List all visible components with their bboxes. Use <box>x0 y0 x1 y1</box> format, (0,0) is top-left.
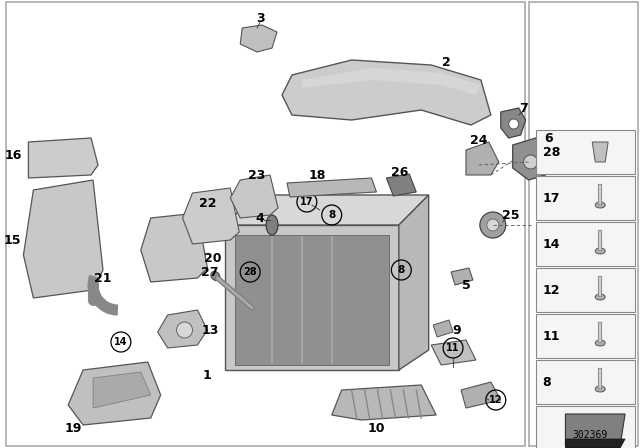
Text: 19: 19 <box>65 422 82 435</box>
Text: 25: 25 <box>502 208 520 221</box>
Polygon shape <box>68 362 161 425</box>
Text: 26: 26 <box>390 165 408 178</box>
Text: 12: 12 <box>489 395 502 405</box>
Text: 17: 17 <box>300 197 314 207</box>
Ellipse shape <box>595 248 605 254</box>
Text: 8: 8 <box>397 265 405 275</box>
Polygon shape <box>513 138 548 180</box>
Text: 5: 5 <box>461 279 470 292</box>
Text: 8: 8 <box>328 210 335 220</box>
Text: 18: 18 <box>308 168 326 181</box>
Bar <box>536 406 635 448</box>
Polygon shape <box>433 320 453 337</box>
Text: 1: 1 <box>202 369 211 382</box>
Text: 22: 22 <box>198 197 216 210</box>
Text: 27: 27 <box>201 266 218 279</box>
Ellipse shape <box>595 340 605 346</box>
Polygon shape <box>451 268 473 285</box>
Text: 24: 24 <box>470 134 488 146</box>
Polygon shape <box>282 60 491 125</box>
Polygon shape <box>387 174 416 196</box>
Text: 23: 23 <box>248 168 266 181</box>
Polygon shape <box>466 142 499 175</box>
Ellipse shape <box>266 215 278 235</box>
Bar <box>536 222 635 266</box>
Text: 9: 9 <box>452 323 461 336</box>
Polygon shape <box>431 340 476 365</box>
Polygon shape <box>592 142 608 162</box>
Text: 21: 21 <box>94 271 112 284</box>
Polygon shape <box>332 385 436 420</box>
Ellipse shape <box>595 386 605 392</box>
Text: 14: 14 <box>543 237 560 250</box>
Polygon shape <box>235 235 389 365</box>
Polygon shape <box>141 213 207 282</box>
Bar <box>536 176 635 220</box>
Polygon shape <box>461 382 500 408</box>
Polygon shape <box>302 68 481 95</box>
Bar <box>6 2 525 446</box>
Polygon shape <box>565 414 625 446</box>
Ellipse shape <box>595 294 605 300</box>
Text: 8: 8 <box>543 375 551 388</box>
Text: 20: 20 <box>204 251 221 264</box>
Text: 14: 14 <box>114 337 127 347</box>
Text: 302369: 302369 <box>573 430 608 440</box>
Polygon shape <box>182 188 239 244</box>
Circle shape <box>524 155 538 169</box>
Polygon shape <box>240 25 277 52</box>
Text: 10: 10 <box>368 422 385 435</box>
Text: 2: 2 <box>442 56 451 69</box>
Circle shape <box>177 322 193 338</box>
Bar <box>536 130 635 174</box>
Bar <box>536 268 635 312</box>
Text: 11: 11 <box>543 329 560 343</box>
Text: 4: 4 <box>256 211 264 224</box>
Text: 11: 11 <box>446 343 460 353</box>
Polygon shape <box>225 225 399 370</box>
Text: 28: 28 <box>543 146 560 159</box>
Circle shape <box>509 119 518 129</box>
Text: 28: 28 <box>243 267 257 277</box>
Ellipse shape <box>211 271 220 280</box>
Bar <box>536 360 635 404</box>
Polygon shape <box>500 108 525 138</box>
Polygon shape <box>157 310 207 348</box>
Text: 16: 16 <box>4 148 22 161</box>
Text: 15: 15 <box>4 233 22 246</box>
Polygon shape <box>28 138 98 178</box>
Bar <box>536 314 635 358</box>
Polygon shape <box>565 439 625 448</box>
Polygon shape <box>93 372 151 408</box>
Ellipse shape <box>595 202 605 208</box>
Polygon shape <box>225 195 429 225</box>
Text: 17: 17 <box>543 191 560 204</box>
Bar <box>529 2 638 446</box>
Text: 3: 3 <box>256 12 264 25</box>
Text: 7: 7 <box>519 102 528 115</box>
Polygon shape <box>399 195 429 370</box>
Text: 6: 6 <box>544 132 553 145</box>
Circle shape <box>480 212 506 238</box>
Polygon shape <box>230 175 278 218</box>
Text: 13: 13 <box>202 323 219 336</box>
Circle shape <box>487 219 499 231</box>
Polygon shape <box>24 180 103 298</box>
Text: 12: 12 <box>543 284 560 297</box>
Polygon shape <box>287 178 376 197</box>
